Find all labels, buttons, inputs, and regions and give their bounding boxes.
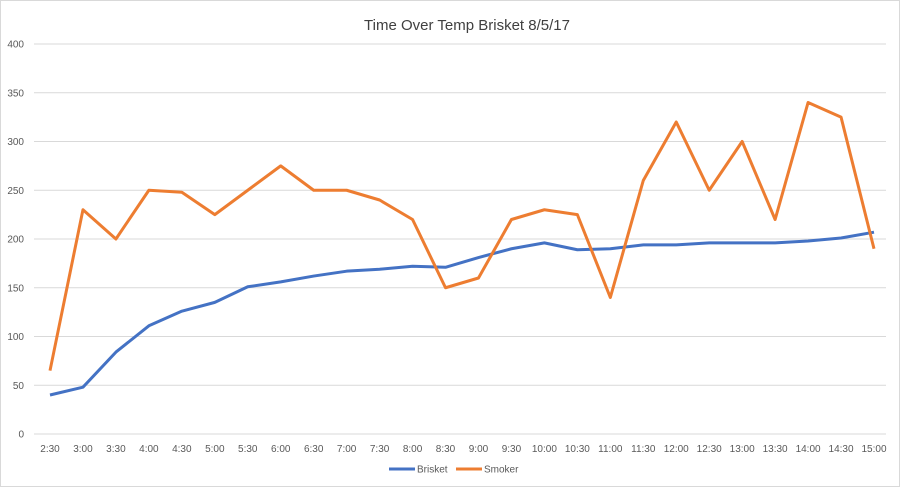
legend-label-brisket: Brisket bbox=[417, 465, 448, 476]
x-tick-label: 12:30 bbox=[697, 444, 722, 455]
x-tick-label: 7:30 bbox=[370, 444, 390, 455]
series-line-smoker bbox=[48, 101, 876, 371]
y-tick-label: 0 bbox=[18, 430, 24, 441]
x-tick-label: 5:00 bbox=[205, 444, 225, 455]
x-tick-label: 11:30 bbox=[631, 444, 656, 455]
y-tick-label: 150 bbox=[7, 283, 24, 294]
y-tick-label: 400 bbox=[7, 40, 24, 51]
x-tick-label: 10:00 bbox=[532, 444, 557, 455]
x-tick-label: 7:00 bbox=[337, 444, 357, 455]
chart-title: Time Over Temp Brisket 8/5/17 bbox=[364, 17, 570, 34]
x-tick-label: 3:30 bbox=[106, 444, 126, 455]
legend-label-smoker: Smoker bbox=[484, 465, 519, 476]
x-tick-label: 2:30 bbox=[40, 444, 60, 455]
y-tick-label: 50 bbox=[13, 381, 25, 392]
x-tick-label: 9:30 bbox=[502, 444, 522, 455]
x-tick-label: 8:00 bbox=[403, 444, 423, 455]
x-tick-label: 6:30 bbox=[304, 444, 324, 455]
x-tick-label: 14:30 bbox=[829, 444, 854, 455]
x-tick-label: 4:00 bbox=[139, 444, 159, 455]
x-tick-label: 5:30 bbox=[238, 444, 258, 455]
x-tick-label: 4:30 bbox=[172, 444, 192, 455]
x-tick-label: 13:00 bbox=[730, 444, 755, 455]
series-line-brisket bbox=[49, 230, 875, 397]
x-tick-label: 14:00 bbox=[796, 444, 821, 455]
x-tick-label: 11:00 bbox=[598, 444, 623, 455]
y-tick-label: 100 bbox=[7, 332, 24, 343]
y-tick-label: 200 bbox=[7, 235, 24, 246]
y-tick-label: 300 bbox=[7, 137, 24, 148]
x-tick-label: 3:00 bbox=[73, 444, 93, 455]
x-tick-label: 9:00 bbox=[469, 444, 489, 455]
x-tick-label: 10:30 bbox=[565, 444, 590, 455]
y-tick-label: 250 bbox=[7, 186, 24, 197]
x-tick-label: 13:30 bbox=[763, 444, 788, 455]
x-tick-label: 6:00 bbox=[271, 444, 291, 455]
y-tick-label: 350 bbox=[7, 88, 24, 99]
x-tick-label: 12:00 bbox=[664, 444, 689, 455]
x-tick-label: 8:30 bbox=[436, 444, 456, 455]
x-tick-label: 15:00 bbox=[861, 444, 886, 455]
